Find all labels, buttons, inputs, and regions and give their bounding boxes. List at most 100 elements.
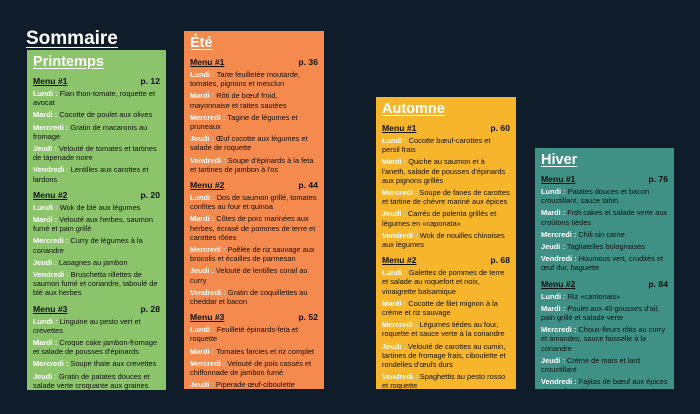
day-name: Mardi: [382, 298, 402, 308]
day-separator: :: [220, 245, 228, 255]
day-separator: :: [220, 358, 228, 368]
day-entry: Lundi : Galettes de pommes de terre et s…: [382, 268, 510, 296]
dish-text: Tarte feuilletée moutarde, tomates, pign…: [190, 70, 301, 89]
day-separator: :: [52, 110, 60, 120]
day-entry: Vendredi : Soupe d'épinards à la feta et…: [190, 156, 318, 174]
day-separator: :: [64, 270, 71, 280]
day-entry: Jeudi : Œuf cocotte aux légumes et salad…: [190, 134, 318, 152]
day-entry: Lundi : Wok de blé aux légumes: [33, 203, 160, 212]
dish-text: Soupe d'épinards à la feta et tartines d…: [190, 155, 314, 174]
day-separator: :: [209, 134, 216, 144]
page-title: Sommaire: [26, 28, 118, 49]
day-name: Jeudi: [190, 266, 210, 276]
dish-text: Crème de maïs et lard croustillant: [541, 355, 641, 375]
menu-header: Menu #3 p. 52: [190, 312, 318, 322]
menu-title[interactable]: Menu #2: [190, 180, 225, 191]
day-entry: Lundi : Linguine au pesto vert et crevet…: [33, 317, 160, 335]
day-separator: :: [413, 230, 420, 240]
menu-header: Menu #2 p. 84: [541, 279, 668, 289]
menu-title[interactable]: Menu #1: [382, 123, 417, 133]
day-entry: Mercredi : Velouté de pois cassés et chi…: [190, 359, 318, 377]
menu-title[interactable]: Menu #2: [541, 278, 576, 289]
day-entry: Jeudi : Carrés de polenta grillés et lég…: [382, 209, 510, 227]
menu-page-number: p. 84: [648, 278, 668, 289]
day-separator: :: [63, 236, 71, 246]
dish-text: Feuilleté épinards-feta et roquette: [190, 325, 299, 344]
day-entry: Lundi : Flan thon-tomate, roquette et av…: [33, 89, 160, 107]
day-separator: :: [560, 242, 567, 252]
day-separator: :: [53, 316, 60, 326]
day-entry: Mercredi : Choux-fleurs rôtis au curry e…: [541, 325, 668, 353]
menu-title[interactable]: Menu #2: [382, 255, 417, 266]
day-entry: Mercredi : Légumes tièdes au four, roque…: [382, 320, 510, 338]
menu-page-number: p. 76: [648, 174, 668, 184]
day-separator: :: [53, 89, 60, 98]
day-entry: Jeudi : Velouté de carottes au cumin, ta…: [382, 342, 510, 370]
menu-header: Menu #2 p. 20: [33, 190, 160, 200]
day-name: Mardi: [190, 214, 210, 224]
menu-title[interactable]: Menu #3: [33, 303, 68, 314]
menu-block: Menu #2 p. 44 Lundi : Dos de saumon grillé…: [190, 180, 318, 306]
dish-text: Linguine au pesto vert et crevettes: [33, 316, 141, 335]
day-separator: :: [401, 157, 409, 167]
day-entry: Jeudi : Velouté de tomates et tartines d…: [33, 144, 160, 162]
day-name: Mercredi: [541, 229, 572, 239]
day-name: Mardi: [33, 110, 53, 120]
menu-block: Menu #2 p. 84 Lundi : Riz «cantonais» Mardi…: [541, 279, 668, 389]
menu-title[interactable]: Menu #1: [541, 174, 576, 184]
menu-title[interactable]: Menu #3: [190, 312, 225, 323]
day-name: Vendredi: [382, 372, 414, 382]
menu-block: Menu #3 p. 28 Lundi : Linguine au pesto ve…: [33, 304, 160, 390]
day-entry: Vendredi : Gratin de coquillettes au che…: [190, 288, 318, 306]
day-separator: :: [572, 377, 579, 387]
day-separator: :: [209, 214, 217, 224]
dish-text: Œuf cocotte aux légumes et salade de roq…: [190, 134, 308, 153]
day-separator: :: [52, 371, 59, 381]
dish-text: Cocotte de poulet aux olives: [59, 110, 153, 120]
day-entry: Mercredi : Soupe de fanes de carottes et…: [382, 188, 510, 206]
day-name: Lundi: [33, 202, 54, 212]
dish-text: Houmous vert, crudités et œuf dur, bague…: [541, 254, 664, 273]
dish-text: Velouté de lentilles corail au curry: [190, 266, 308, 285]
day-name: Jeudi: [33, 257, 53, 267]
day-name: Jeudi: [541, 355, 561, 365]
day-name: Mardi: [33, 338, 53, 348]
menu-title[interactable]: Menu #1: [190, 57, 225, 67]
dish-text: Lentilles aux carottes et lardons: [33, 165, 149, 184]
day-name: Vendredi: [33, 165, 65, 175]
day-separator: :: [561, 187, 568, 196]
day-entry: Vendredi : Bruschetta rillettes de saumo…: [33, 270, 160, 298]
menu-title[interactable]: Menu #1: [33, 76, 68, 86]
dish-text: Galettes de pommes de terre et salade au…: [382, 268, 505, 296]
dish-text: Carrés de polenta grillés et légumes en …: [382, 209, 497, 228]
day-separator: :: [561, 291, 568, 301]
dish-text: Quiche au saumon et à l'aneth, salade de…: [382, 157, 506, 185]
day-separator: :: [412, 188, 420, 198]
day-entry: Mardi : Poulet aux 40 gousses d'ail, pai…: [541, 304, 668, 322]
dish-text: Wok de nouilles chinoises aux légumes: [382, 230, 505, 250]
day-separator: :: [571, 229, 579, 239]
menu-page-number: p. 44: [298, 180, 318, 191]
dish-text: Poulet aux 40 gousses d'ail, pain grillé…: [541, 303, 660, 323]
day-name: Lundi: [190, 325, 211, 335]
day-separator: :: [210, 325, 217, 335]
day-entry: Mercredi : Tagine de légumes et pruneaux: [190, 113, 318, 131]
day-entry: Jeudi : Velouté de lentilles corail au c…: [190, 266, 318, 284]
dish-text: Riz «cantonais»: [567, 291, 621, 301]
dish-text: Soupe thaïe aux crevettes: [70, 359, 157, 369]
day-entry: Vendredi : Wok de nouilles chinoises aux…: [382, 231, 510, 249]
day-name: Mercredi: [382, 320, 413, 330]
dish-text: Tagine de légumes et pruneaux: [190, 112, 298, 132]
menu-block: Menu #2 p. 20 Lundi : Wok de blé aux légum…: [33, 190, 160, 298]
day-separator: :: [52, 144, 59, 154]
day-name: Vendredi: [541, 377, 573, 387]
day-separator: :: [63, 359, 71, 369]
dish-text: Velouté de carottes au cumin, tartines d…: [382, 341, 506, 370]
menu-title[interactable]: Menu #2: [33, 189, 68, 200]
day-entry: Mardi : Croque cake jambon-fromage et sa…: [33, 338, 160, 356]
menu-page-number: p. 68: [490, 255, 510, 266]
day-entry: Jeudi : Crème de maïs et lard croustilla…: [541, 356, 668, 374]
day-entry: Lundi : Patates douces et bacon croustil…: [541, 187, 668, 205]
day-separator: :: [221, 155, 228, 165]
day-separator: :: [401, 341, 408, 351]
